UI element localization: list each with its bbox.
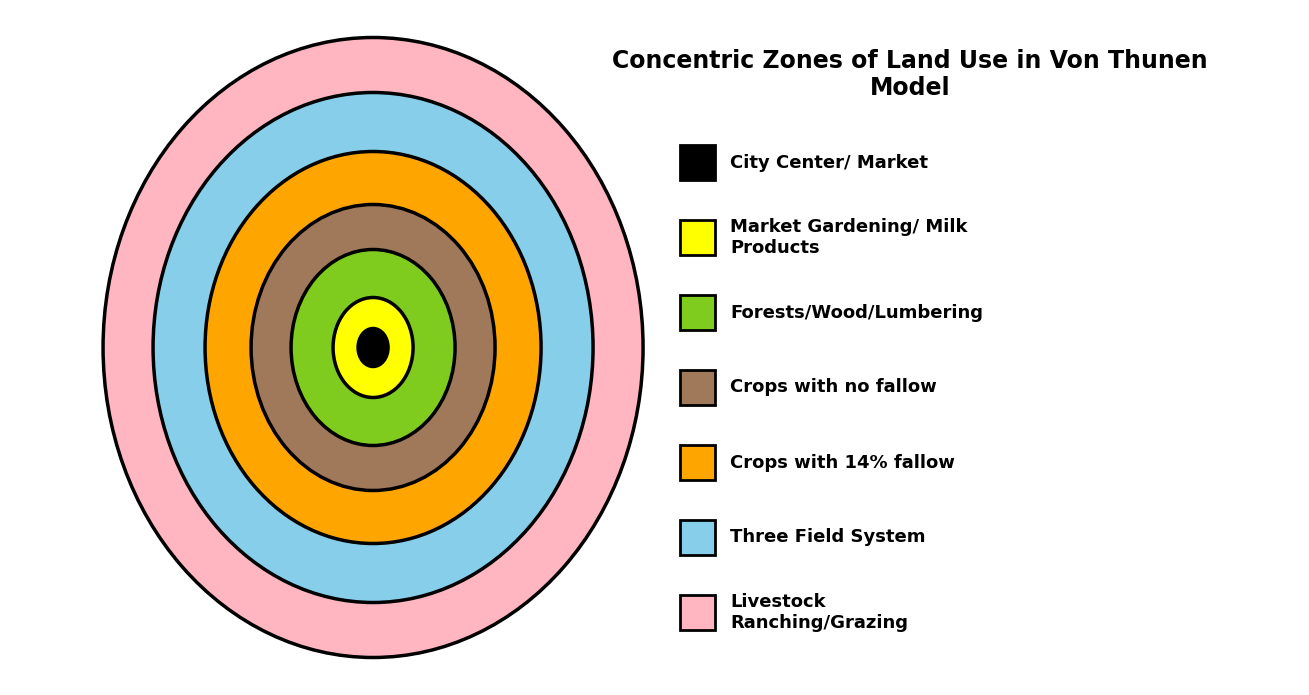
Ellipse shape <box>332 297 414 398</box>
Bar <box>679 145 715 180</box>
Ellipse shape <box>153 92 593 603</box>
Ellipse shape <box>291 250 456 445</box>
Bar <box>679 520 715 555</box>
Bar <box>679 595 715 630</box>
Text: Concentric Zones of Land Use in Von Thunen
Model: Concentric Zones of Land Use in Von Thun… <box>611 49 1208 101</box>
Text: City Center/ Market: City Center/ Market <box>730 154 928 172</box>
Text: Crops with no fallow: Crops with no fallow <box>730 379 937 397</box>
Text: Three Field System: Three Field System <box>730 528 925 546</box>
Text: Livestock
Ranching/Grazing: Livestock Ranching/Grazing <box>730 593 908 632</box>
Text: Forests/Wood/Lumbering: Forests/Wood/Lumbering <box>730 304 983 322</box>
Bar <box>679 445 715 480</box>
Bar <box>679 220 715 255</box>
Ellipse shape <box>103 38 643 657</box>
Text: Crops with 14% fallow: Crops with 14% fallow <box>730 454 954 471</box>
Ellipse shape <box>206 152 541 543</box>
Ellipse shape <box>251 204 495 491</box>
Text: Market Gardening/ Milk
Products: Market Gardening/ Milk Products <box>730 218 967 257</box>
Ellipse shape <box>359 329 387 366</box>
Bar <box>679 370 715 405</box>
Bar <box>679 295 715 330</box>
